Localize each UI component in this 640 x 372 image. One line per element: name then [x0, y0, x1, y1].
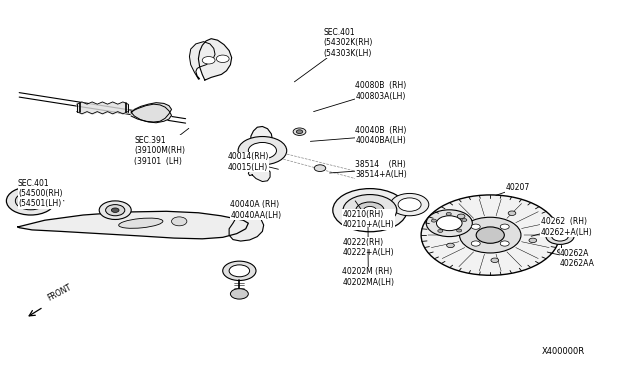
Polygon shape — [198, 39, 232, 80]
Circle shape — [471, 224, 480, 229]
Text: 38514    (RH)
38514+A(LH): 38514 (RH) 38514+A(LH) — [330, 160, 407, 179]
Circle shape — [223, 261, 256, 280]
Polygon shape — [229, 214, 264, 241]
Circle shape — [500, 224, 509, 229]
Circle shape — [111, 208, 119, 212]
Circle shape — [529, 238, 537, 243]
Polygon shape — [131, 103, 172, 122]
Circle shape — [364, 206, 376, 214]
Polygon shape — [131, 104, 172, 123]
Polygon shape — [18, 211, 248, 239]
Circle shape — [390, 193, 429, 216]
Text: 40014(RH)
40015(LH): 40014(RH) 40015(LH) — [227, 152, 278, 171]
Circle shape — [15, 192, 46, 210]
Text: 40040B  (RH)
40040BA(LH): 40040B (RH) 40040BA(LH) — [310, 126, 406, 145]
Circle shape — [314, 165, 326, 171]
Circle shape — [333, 189, 407, 232]
Text: X400000R: X400000R — [541, 347, 585, 356]
Circle shape — [6, 187, 55, 215]
Circle shape — [293, 128, 306, 135]
Polygon shape — [251, 126, 273, 175]
Text: 40262A
40262AA: 40262A 40262AA — [550, 249, 595, 268]
Text: 40207: 40207 — [496, 183, 530, 195]
Text: 40080B  (RH)
400803A(LH): 40080B (RH) 400803A(LH) — [314, 81, 406, 112]
Circle shape — [106, 205, 125, 216]
Circle shape — [491, 258, 499, 263]
Circle shape — [202, 57, 215, 64]
Text: SEC.401
(54302K(RH)
(54303K(LH): SEC.401 (54302K(RH) (54303K(LH) — [294, 28, 372, 82]
Circle shape — [457, 214, 465, 218]
Circle shape — [460, 217, 521, 253]
Circle shape — [552, 231, 568, 241]
Circle shape — [461, 218, 467, 221]
Circle shape — [431, 219, 436, 222]
Circle shape — [436, 216, 462, 231]
Polygon shape — [248, 166, 270, 182]
Circle shape — [447, 243, 454, 248]
Circle shape — [398, 198, 421, 211]
Circle shape — [426, 210, 472, 237]
Text: 40040A (RH)
40040AA(LH): 40040A (RH) 40040AA(LH) — [230, 201, 282, 220]
Circle shape — [508, 211, 516, 215]
Text: 40210(RH)
40210+A(LH): 40210(RH) 40210+A(LH) — [342, 201, 394, 229]
Circle shape — [557, 249, 565, 253]
Circle shape — [248, 142, 276, 159]
Text: FRONT: FRONT — [46, 283, 73, 303]
Circle shape — [546, 228, 574, 244]
Circle shape — [216, 55, 229, 62]
Circle shape — [456, 229, 461, 232]
Circle shape — [476, 227, 504, 243]
Circle shape — [230, 289, 248, 299]
Polygon shape — [189, 42, 215, 79]
Ellipse shape — [118, 218, 163, 228]
Circle shape — [238, 137, 287, 165]
Circle shape — [172, 217, 187, 226]
Circle shape — [229, 265, 250, 277]
Text: SEC.401
(54500(RH)
(54501(LH): SEC.401 (54500(RH) (54501(LH) — [18, 179, 64, 208]
Circle shape — [296, 130, 303, 134]
Circle shape — [343, 195, 397, 226]
Circle shape — [99, 201, 131, 219]
Circle shape — [471, 241, 480, 246]
Text: SEC.391
(39100M(RH)
(39101  (LH): SEC.391 (39100M(RH) (39101 (LH) — [134, 128, 189, 166]
Circle shape — [356, 202, 384, 218]
Circle shape — [24, 197, 37, 205]
Text: 40202M (RH)
40202MA(LH): 40202M (RH) 40202MA(LH) — [342, 249, 394, 287]
Text: 40222(RH)
40222+A(LH): 40222(RH) 40222+A(LH) — [342, 227, 394, 257]
Circle shape — [421, 195, 559, 275]
Circle shape — [446, 212, 451, 215]
Text: 40262  (RH)
40262+A(LH): 40262 (RH) 40262+A(LH) — [531, 217, 593, 237]
Circle shape — [500, 241, 509, 246]
Circle shape — [438, 230, 443, 232]
